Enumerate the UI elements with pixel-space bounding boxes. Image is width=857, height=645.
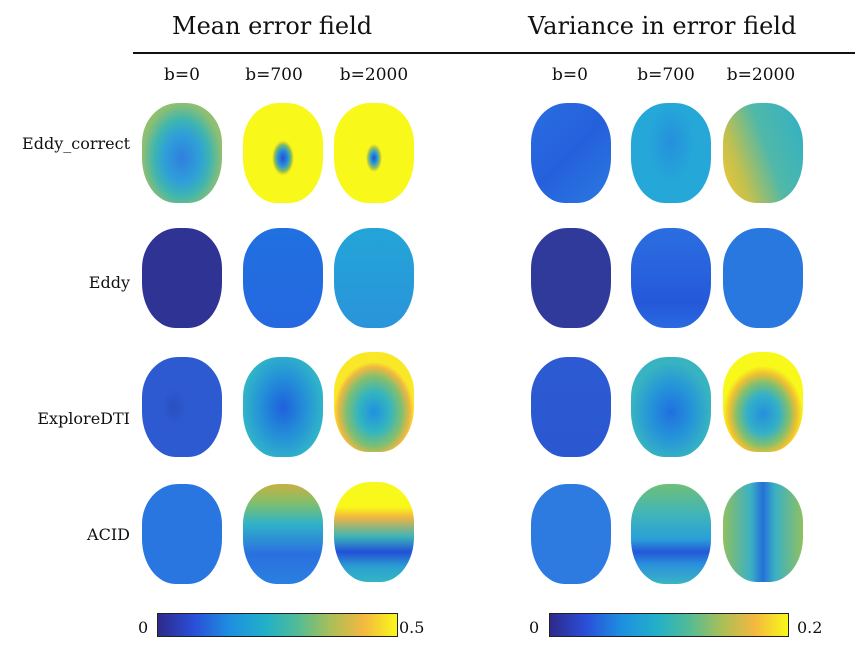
panel-title-mean: Mean error field bbox=[172, 12, 373, 40]
colorbar-mean bbox=[157, 613, 398, 637]
brain-var-acid-b0 bbox=[531, 484, 611, 584]
col-label-var-b0: b=0 bbox=[552, 65, 588, 85]
header-rule bbox=[133, 52, 855, 54]
brain-mean-eddy-b2000 bbox=[334, 228, 414, 328]
colorbar-mean-min: 0 bbox=[138, 618, 149, 637]
row-label-acid: ACID bbox=[87, 525, 130, 544]
brain-var-eddy-b2000 bbox=[723, 228, 803, 328]
brain-mean-exploredti-b0 bbox=[142, 357, 222, 457]
brain-mean-eddy-correct-b700 bbox=[243, 103, 323, 203]
brain-var-exploredti-b0 bbox=[531, 357, 611, 457]
brain-mean-acid-b700 bbox=[243, 484, 323, 584]
col-label-mean-b0: b=0 bbox=[164, 65, 200, 85]
col-label-var-b2000: b=2000 bbox=[726, 65, 796, 85]
colorbar-variance-min: 0 bbox=[529, 618, 540, 637]
brain-var-eddy-correct-b0 bbox=[531, 103, 611, 203]
brain-mean-eddy-b700 bbox=[243, 228, 323, 328]
col-label-mean-b700: b=700 bbox=[245, 65, 303, 85]
brain-mean-exploredti-b700 bbox=[243, 357, 323, 457]
panel-title-variance: Variance in error field bbox=[528, 12, 797, 40]
brain-var-eddy-b700 bbox=[631, 228, 711, 328]
brain-mean-acid-b0 bbox=[142, 484, 222, 584]
colorbar-variance bbox=[549, 613, 789, 637]
brain-var-exploredti-b2000 bbox=[723, 352, 803, 452]
brain-mean-eddy-correct-b0 bbox=[142, 103, 222, 203]
brain-var-acid-b700 bbox=[631, 484, 711, 584]
brain-var-eddy-correct-b2000 bbox=[723, 103, 803, 203]
brain-var-acid-b2000 bbox=[723, 482, 803, 582]
brain-mean-eddy-correct-b2000 bbox=[334, 103, 414, 203]
brain-var-exploredti-b700 bbox=[631, 357, 711, 457]
row-label-eddy-correct: Eddy_correct bbox=[22, 134, 130, 153]
brain-var-eddy-correct-b700 bbox=[631, 103, 711, 203]
row-label-exploredti: ExploreDTI bbox=[37, 409, 130, 428]
col-label-mean-b2000: b=2000 bbox=[339, 65, 409, 85]
row-label-eddy: Eddy bbox=[88, 273, 130, 292]
brain-mean-exploredti-b2000 bbox=[334, 352, 414, 452]
brain-mean-acid-b2000 bbox=[334, 482, 414, 582]
colorbar-mean-max: 0.5 bbox=[399, 618, 425, 637]
brain-var-eddy-b0 bbox=[531, 228, 611, 328]
brain-mean-eddy-b0 bbox=[142, 228, 222, 328]
colorbar-variance-max: 0.2 bbox=[797, 618, 823, 637]
col-label-var-b700: b=700 bbox=[637, 65, 695, 85]
